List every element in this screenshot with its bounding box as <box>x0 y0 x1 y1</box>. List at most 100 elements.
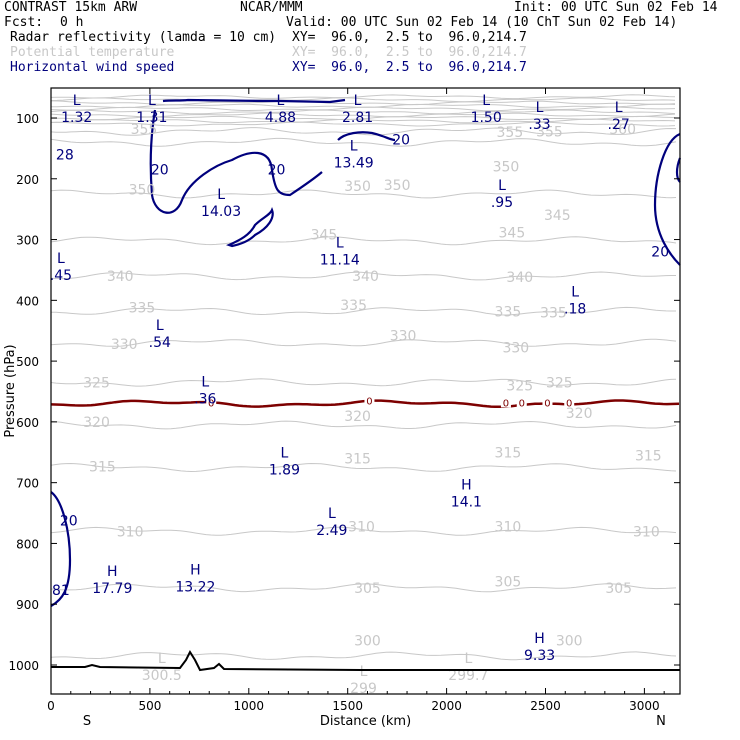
reflectivity-label: 0 <box>566 398 572 409</box>
theta-label: 350 <box>493 160 520 176</box>
y-tick-label: 300 <box>16 234 39 248</box>
extremum-l-marker: L <box>336 236 344 252</box>
reflectivity-label-bg <box>206 397 217 408</box>
wind-contour-label: 20 <box>60 513 78 529</box>
theta-band-line <box>50 100 676 106</box>
theta-label: 330 <box>111 337 138 353</box>
edge-value-label: 28 <box>56 147 74 163</box>
extremum-h-marker: H <box>534 631 545 647</box>
reflectivity-label-bg <box>564 397 575 408</box>
wind-contour-line <box>337 131 396 142</box>
extremum-value: 2.49 <box>316 523 347 539</box>
extremum-h-marker: H <box>107 564 118 580</box>
extremum-value: 13.22 <box>175 580 215 596</box>
theta-label: 325 <box>83 375 110 391</box>
extremum-l-marker: L <box>571 284 579 300</box>
theta-label: 310 <box>633 524 660 540</box>
reflectivity-label: 0 <box>208 398 214 409</box>
forecast-hour: 0 h <box>60 15 84 30</box>
theta-contour-345 <box>50 236 677 246</box>
extremum-value: 300.5 <box>142 668 182 684</box>
theta-label: 320 <box>344 409 371 425</box>
plot-frame: 0 500 1000 1500 2000 2500 30001002003004005006… <box>3 87 681 729</box>
wind-contour-line <box>675 157 682 183</box>
extremum-l-marker: L <box>328 506 336 522</box>
wind-contour-label: 20 <box>268 163 286 179</box>
reflectivity-label: 0 <box>503 398 509 409</box>
extremum-l-marker: L <box>201 374 209 390</box>
extremum-value: 9.33 <box>524 648 555 664</box>
theta-label: 315 <box>344 451 371 467</box>
theta-band-line <box>50 94 676 100</box>
reflectivity-label: 0 <box>544 398 550 409</box>
wind-contour-line <box>50 491 72 607</box>
x-tick-label: 1000 <box>234 699 265 713</box>
theta-label: 355 <box>536 124 563 140</box>
theta-band-line <box>50 121 676 127</box>
theta-label: 350 <box>129 183 156 199</box>
extremum-value: .27 <box>608 117 630 133</box>
theta-contour-350 <box>50 189 677 199</box>
theta-label: 300 <box>556 634 583 650</box>
reflectivity-label-bg <box>500 397 511 408</box>
y-tick-label: 700 <box>16 477 39 491</box>
extremum-value: .54 <box>149 335 171 351</box>
extremum-value: 1.50 <box>471 110 502 126</box>
organization: NCAR/MMM <box>240 0 303 15</box>
extremum-value: 2.81 <box>342 110 373 126</box>
extremum-l-marker: L <box>360 664 368 680</box>
theta-label: 305 <box>495 575 522 591</box>
model-title: CONTRAST 15km ARW <box>4 0 138 15</box>
theta-contour-315 <box>50 462 677 473</box>
theta-contour-340 <box>50 271 676 281</box>
wind-contour-label: 20 <box>151 163 169 179</box>
extremum-l-marker: L <box>354 93 362 109</box>
x-tick-label: 2500 <box>530 699 561 713</box>
theta-label: 360 <box>609 122 636 138</box>
theta-contour-355 <box>50 137 677 147</box>
reflectivity-label: 0 <box>519 398 525 409</box>
extremum-value: 299.7 <box>448 668 488 684</box>
extremum-l-marker: L <box>464 651 472 667</box>
x-tick-label: 3000 <box>629 699 660 713</box>
theta-contour-325 <box>50 378 677 387</box>
x-axis-end-label: N <box>656 714 666 729</box>
terrain-line <box>51 649 680 672</box>
field-reflectivity-xy: XY= 96.0, 2.5 to 96.0,214.7 <box>292 30 527 45</box>
theta-contours <box>50 94 677 661</box>
x-axis-title: Distance (km) <box>320 714 411 729</box>
extremum-l-marker: L <box>158 651 166 667</box>
theta-label: 335 <box>495 304 522 320</box>
extremum-value: 17.79 <box>92 581 132 597</box>
y-tick-label: 600 <box>16 416 39 430</box>
theta-label: 320 <box>566 406 593 422</box>
extremum-value: 13.49 <box>334 155 374 171</box>
wind-contour-label: 20 <box>392 132 410 148</box>
theta-label: 300 <box>354 634 381 650</box>
reflectivity-label: 0 <box>366 397 372 408</box>
extremum-l-marker: L <box>350 138 358 154</box>
extremum-value: 1.31 <box>136 110 167 126</box>
wind-contour-line <box>653 132 681 266</box>
reflectivity-label-bg <box>542 397 553 408</box>
theta-label: 335 <box>129 301 156 317</box>
wind-contour-label: 20 <box>651 245 669 261</box>
theta-band-line <box>50 106 676 112</box>
extremum-l-marker: L <box>73 93 81 109</box>
extremum-value: .45 <box>50 268 72 284</box>
y-tick-label: 100 <box>16 112 39 126</box>
extremum-value: .36 <box>194 391 216 407</box>
extremum-value: 4.88 <box>265 110 296 126</box>
theta-band-line <box>50 118 676 124</box>
contour-labels: 300 300 305 305 305 310 310 310 310 315 315 315 315 3… <box>50 93 669 697</box>
x-tick-label: 0 <box>47 699 55 713</box>
theta-label: 320 <box>83 415 110 431</box>
extremum-l-marker: L <box>498 178 506 194</box>
extremum-l-marker: L <box>217 187 225 203</box>
x-tick-label: 500 <box>138 699 161 713</box>
y-tick-label: 400 <box>16 294 39 308</box>
init-time: Init: 00 UTC Sun 02 Feb 14 <box>514 0 718 15</box>
field-wind-name: Horizontal wind speed <box>10 60 175 75</box>
theta-label: 305 <box>605 581 632 597</box>
